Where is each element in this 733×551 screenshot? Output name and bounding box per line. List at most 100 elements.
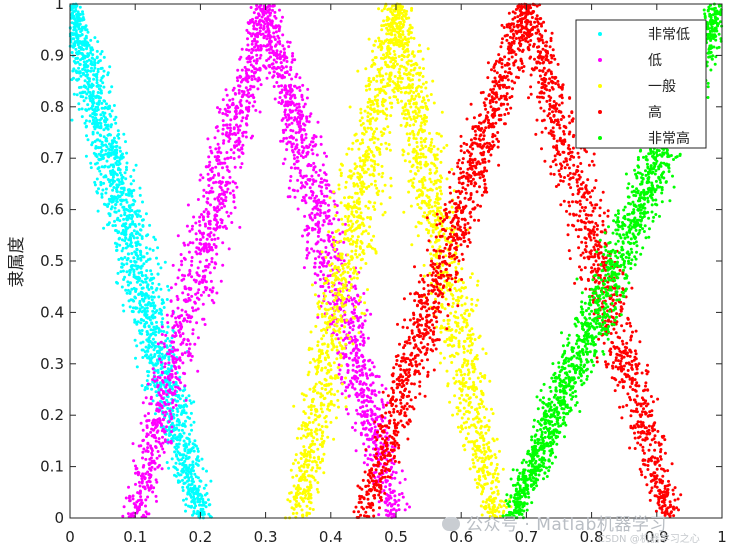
data-point (98, 169, 102, 173)
data-point (166, 284, 170, 288)
data-point (74, 57, 78, 60)
data-point (99, 52, 103, 56)
data-point (187, 394, 191, 398)
data-point (482, 464, 486, 468)
data-point (182, 431, 186, 435)
data-point (171, 387, 174, 391)
data-point (240, 119, 244, 123)
data-point (233, 165, 237, 169)
data-point (136, 257, 140, 261)
data-point (178, 397, 182, 401)
data-point (133, 318, 137, 322)
data-point (368, 138, 372, 142)
data-point (137, 271, 141, 275)
data-point (271, 75, 275, 79)
data-point (480, 456, 484, 460)
data-point (171, 421, 174, 425)
data-point (368, 368, 372, 372)
data-point (112, 165, 115, 169)
data-point (384, 497, 388, 501)
data-point (97, 100, 101, 104)
data-point (358, 295, 362, 299)
data-point (360, 232, 364, 236)
data-point (93, 180, 97, 184)
data-point (319, 238, 323, 242)
data-point (179, 253, 183, 256)
data-point (320, 250, 324, 254)
data-point (81, 10, 84, 14)
data-point (102, 85, 106, 89)
data-point (228, 105, 232, 109)
data-point (393, 476, 397, 480)
data-point (125, 151, 129, 155)
data-point (361, 122, 365, 125)
data-point (279, 61, 283, 65)
data-point (96, 67, 100, 71)
data-point (303, 102, 307, 106)
data-point (238, 111, 242, 115)
data-point (261, 32, 265, 36)
data-point (435, 194, 439, 198)
data-point (96, 191, 99, 195)
data-point (291, 54, 294, 58)
data-point (276, 56, 279, 60)
data-point (317, 294, 321, 298)
data-point (337, 218, 341, 222)
data-point (313, 213, 317, 217)
data-point (306, 146, 309, 150)
data-point (268, 36, 272, 40)
data-point (220, 180, 224, 184)
data-point (306, 87, 310, 91)
data-point (388, 511, 392, 515)
data-point (183, 463, 187, 467)
data-point (254, 43, 258, 47)
data-point (247, 108, 251, 112)
data-point (361, 322, 364, 326)
data-point (302, 462, 306, 466)
data-point (340, 324, 344, 328)
data-point (319, 142, 323, 146)
data-point (113, 224, 117, 227)
data-point (100, 106, 104, 110)
data-point (315, 463, 319, 467)
data-point (141, 348, 145, 352)
data-point (149, 430, 153, 434)
data-point (320, 337, 324, 341)
data-point (188, 229, 192, 233)
data-point (362, 292, 366, 295)
data-point (112, 186, 116, 189)
data-point (281, 162, 285, 166)
data-point (235, 185, 239, 189)
data-point (255, 40, 259, 44)
data-point (296, 178, 300, 182)
data-point (319, 270, 323, 273)
data-point (330, 231, 334, 235)
data-point (282, 47, 286, 51)
data-point (384, 485, 388, 489)
data-point (341, 267, 345, 270)
data-point (214, 244, 218, 248)
data-point (90, 56, 94, 60)
data-point (317, 229, 321, 233)
data-point (354, 227, 358, 231)
data-point (160, 333, 164, 336)
data-point (381, 481, 385, 485)
data-point (173, 473, 176, 477)
data-point (210, 290, 214, 294)
data-point (295, 436, 299, 440)
data-point (203, 265, 207, 268)
data-point (311, 182, 315, 186)
data-point (355, 408, 359, 412)
data-point (357, 302, 361, 306)
data-point (322, 199, 326, 203)
data-point (164, 333, 168, 337)
data-point (130, 309, 134, 313)
data-point (490, 454, 494, 458)
data-point (439, 149, 443, 153)
data-point (219, 218, 223, 222)
data-point (140, 503, 144, 506)
data-point (133, 320, 137, 324)
data-point (348, 195, 351, 199)
data-point (158, 463, 161, 467)
data-point (285, 125, 289, 129)
